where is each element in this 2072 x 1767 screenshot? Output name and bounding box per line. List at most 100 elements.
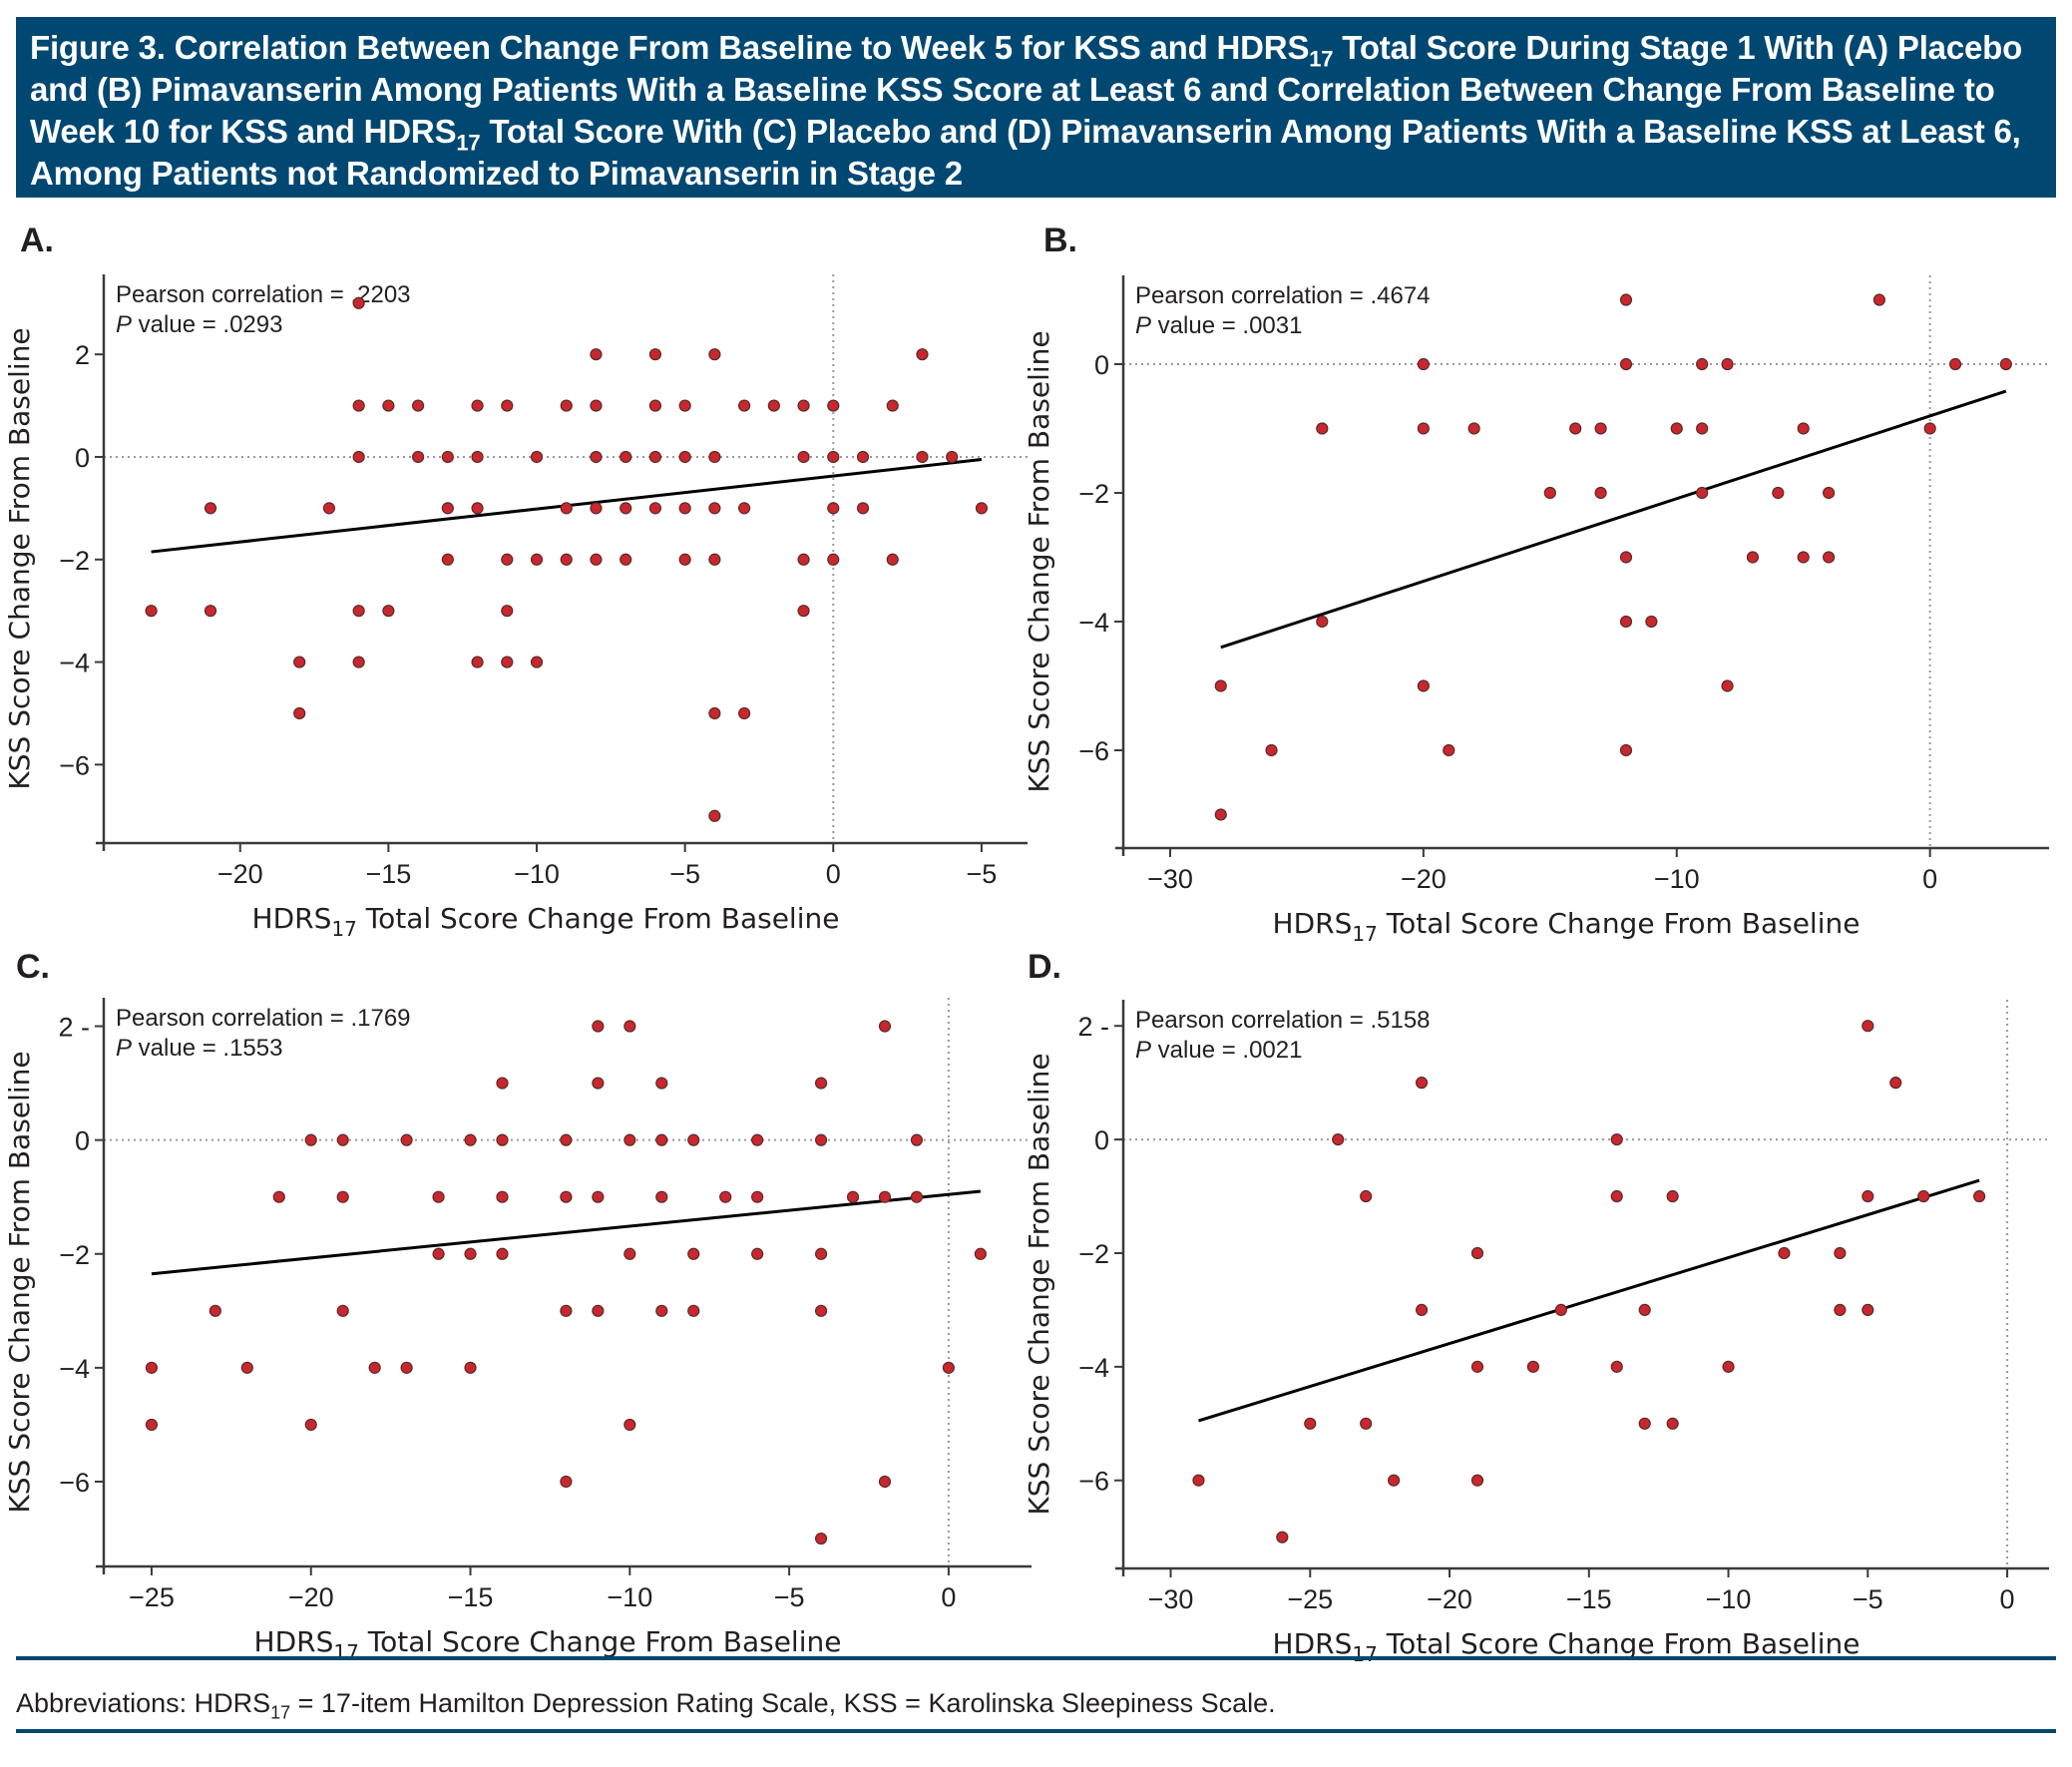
x-tick-label: 0	[826, 859, 841, 889]
data-point	[751, 1133, 764, 1146]
data-point	[471, 450, 484, 464]
y-tick-label: −4	[59, 1354, 90, 1384]
data-point	[336, 1133, 349, 1146]
data-point	[1470, 1246, 1484, 1260]
data-point	[814, 1532, 828, 1546]
x-axis-title: HDRS17 Total Score Change From Baseline	[1273, 907, 1861, 946]
y-tick-label: −4	[59, 649, 90, 678]
data-point	[1554, 1303, 1567, 1317]
data-point	[648, 450, 662, 464]
panel-label-a: A.	[20, 221, 54, 259]
x-tick-label: −15	[448, 1582, 494, 1612]
data-point	[1610, 1132, 1623, 1146]
data-point	[916, 450, 929, 464]
abbrev-subscript: 17	[270, 1702, 291, 1723]
x-tick-label: −30	[1147, 864, 1193, 894]
data-point	[767, 399, 780, 412]
data-point	[1467, 422, 1480, 435]
data-point	[304, 1418, 317, 1432]
panel-label-c: C.	[16, 948, 50, 986]
data-point	[590, 399, 603, 412]
data-point	[910, 1190, 924, 1203]
data-point	[708, 553, 721, 566]
data-point	[592, 1077, 605, 1090]
footer-bottom-rule	[16, 1729, 2056, 1733]
data-point	[590, 348, 603, 361]
data-point	[708, 706, 721, 720]
data-point	[916, 348, 929, 361]
data-point	[886, 399, 899, 412]
data-point	[204, 502, 217, 515]
y-tick-label: 0	[1094, 1125, 1109, 1155]
data-point	[1417, 679, 1430, 692]
title-subscript: 17	[1309, 46, 1334, 72]
data-point	[1772, 486, 1785, 500]
x-tick-label: −10	[607, 1582, 652, 1612]
data-point	[1417, 357, 1430, 371]
y-tick-label: −4	[1078, 608, 1109, 638]
title-part: Figure 3. Correlation Between Change Fro…	[30, 29, 1310, 66]
data-point	[975, 502, 989, 515]
data-point	[797, 605, 810, 618]
data-point	[1304, 1417, 1317, 1430]
data-point	[910, 1133, 924, 1146]
data-point	[1526, 1360, 1539, 1373]
y-tick-label: −6	[59, 750, 90, 780]
data-point	[856, 450, 870, 464]
data-point	[687, 1133, 700, 1146]
data-point	[322, 502, 336, 515]
data-point	[1192, 1474, 1205, 1487]
data-point	[1415, 1303, 1429, 1317]
data-point	[464, 1133, 477, 1146]
data-point	[886, 553, 899, 566]
data-point	[1823, 551, 1836, 564]
p-value: P value = .0031	[1135, 312, 1302, 339]
x-tick-label: −15	[1566, 1584, 1612, 1614]
data-point	[352, 605, 365, 618]
data-point	[1721, 357, 1734, 371]
data-point	[501, 656, 514, 668]
data-point	[352, 399, 365, 412]
y-axis-title: KSS Score Change From Baseline	[3, 1051, 36, 1513]
data-point	[1917, 1189, 1930, 1203]
abbreviations-note: Abbreviations: HDRS17 = 17-item Hamilton…	[16, 1688, 1276, 1723]
data-point	[814, 1077, 828, 1090]
data-point	[1543, 486, 1556, 500]
data-point	[655, 1077, 668, 1090]
data-point	[797, 553, 810, 566]
data-point	[1415, 1077, 1429, 1090]
data-point	[496, 1190, 509, 1203]
data-point	[1666, 1189, 1679, 1203]
p-value: P value = .0021	[1135, 1037, 1302, 1064]
y-tick-label: −2	[1078, 479, 1109, 509]
data-point	[1276, 1531, 1289, 1544]
data-point	[471, 399, 484, 412]
data-point	[878, 1475, 892, 1489]
y-tick-label: −2	[59, 1240, 90, 1270]
data-point	[441, 502, 454, 515]
data-point	[655, 1304, 668, 1317]
data-point	[708, 809, 721, 822]
data-point	[1721, 679, 1734, 692]
data-point	[382, 605, 395, 618]
data-point	[1670, 422, 1683, 435]
panel-b: −30 −20 −10 0 0 −2 −4 −6 HDRS17 Total Score Chan…	[1023, 275, 2049, 946]
x-tick-label: 0	[941, 1582, 956, 1612]
data-point	[1610, 1360, 1623, 1373]
data-point	[1862, 1020, 1874, 1033]
data-point	[272, 1190, 285, 1203]
data-point	[1834, 1246, 1847, 1260]
data-point	[590, 450, 603, 464]
data-point	[145, 1361, 159, 1374]
pearson-correlation: Pearson correlation = .1769	[116, 1005, 411, 1032]
x-axis-title: HDRS17 Total Score Change From Baseline	[252, 902, 840, 941]
y-tick-label: −6	[1078, 1467, 1109, 1497]
data-point	[240, 1361, 253, 1374]
data-point	[560, 1304, 573, 1317]
data-point	[1696, 486, 1709, 500]
x-tick-label: −5	[1853, 1584, 1883, 1614]
data-point	[687, 1247, 700, 1260]
data-point	[1619, 357, 1633, 371]
data-point	[1666, 1417, 1679, 1430]
x-axis-title: HDRS17 Total Score Change From Baseline	[254, 1625, 842, 1664]
